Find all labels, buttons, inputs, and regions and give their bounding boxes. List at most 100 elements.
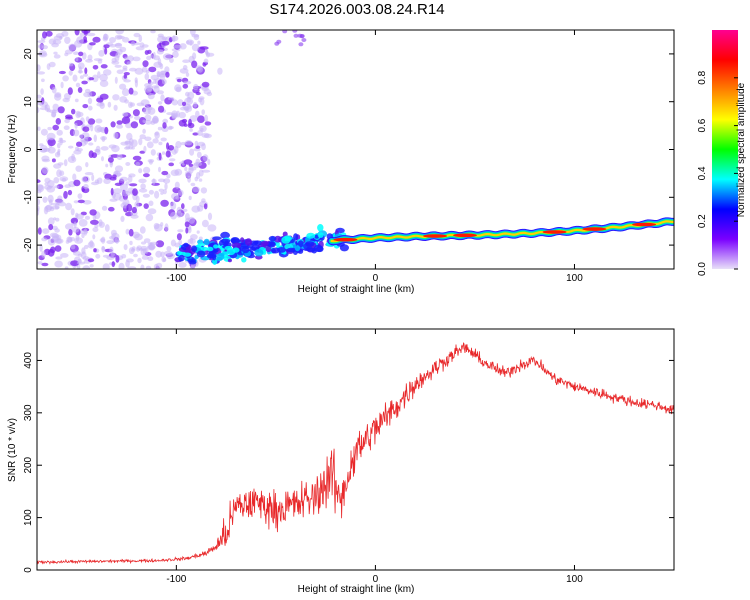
spectrogram-speckle [145,213,154,222]
spectrogram-speckle [71,226,80,233]
spectrogram-cell [305,241,315,247]
spectrogram-speckle [87,241,95,249]
spectrogram-speckle [90,219,99,225]
spectrogram-speckle [70,244,76,250]
spectrogram-speckle [48,61,56,68]
spectrogram-cell [281,236,291,244]
spectrogram-speckle [114,76,118,84]
spectrogram-speckle [37,205,40,212]
spectrogram-speckle [190,30,196,36]
colorbar: 0.0 0.2 0.4 0.6 0.8 Normalized spectral ampl… [697,30,747,276]
spectrogram-speckle [49,232,58,238]
spectrogram-speckle [111,261,116,268]
spectrogram-speckle [109,37,116,43]
chart-title: S174.2026.003.08.24.R14 [269,1,445,18]
spectrogram-speckle [116,120,123,125]
spectrogram-speckle [162,189,167,195]
spectrogram-speckle [119,195,124,202]
spectrogram-speckle [168,162,174,167]
spectrogram-speckle [105,163,109,168]
spectrogram-speckle [154,131,160,139]
spectrogram-speckle [163,178,171,184]
spectrogram-speckle [51,158,56,163]
spectrogram-speckle [148,81,154,85]
spectrogram-speckle [82,126,90,132]
spectrogram-speckle [189,148,195,156]
spectrogram-speckle [124,56,129,61]
spectrogram-speckle [201,86,209,92]
spectrogram-speckle [94,179,99,184]
spectrogram-speckle [160,222,164,227]
spectrogram-speckle [282,30,288,34]
spectrogram-speckle [65,202,73,211]
spectrogram-speckle [141,255,149,260]
spectrogram-speckle [87,97,93,105]
spectrogram-speckle [112,174,117,179]
spectrogram-cell [260,240,269,246]
spectrogram-speckle [292,30,298,33]
spectrogram-speckle [125,162,131,166]
spectrogram-speckle [193,101,198,108]
spectrogram-speckle [76,36,84,45]
spectrogram-speckle [201,169,211,173]
spectrogram-speckle [183,123,188,127]
spectrogram-speckle [115,52,121,58]
spectrogram-speckle [91,174,95,182]
spectrogram-speckle [53,54,61,59]
spectrogram-x-axis-label: Height of straight line (km) [298,284,415,295]
spectrogram-speckle [41,166,49,174]
spectrogram-speckle [112,94,120,101]
spectrogram-speckle [171,113,177,120]
spectrogram-speckle [48,224,54,231]
spectrogram-speckle [93,134,98,143]
spectrogram-speckle [64,266,69,269]
spectrogram-speckle [55,256,63,260]
spectrogram-speckle [162,258,167,262]
spectrogram-speckle [54,203,60,210]
spectrogram-speckle [168,96,175,101]
spectrogram-speckle [100,64,108,69]
spectrogram-speckle [143,166,151,174]
spectrogram-speckle [176,206,182,214]
spectrogram-speckle [207,158,211,165]
spectrogram-speckle [188,118,192,127]
spectrogram-speckle [54,260,63,268]
spectrogram-speckle [109,246,114,254]
spectrogram-speckle [165,71,170,78]
spectrogram-speckle [184,140,193,146]
spectrogram-speckle [121,116,131,125]
spectrogram-speckle [119,176,129,182]
spectrogram-speckle [64,52,69,57]
spectrogram-speckle [95,118,103,124]
spectrogram-speckle [94,124,102,133]
spectrogram-speckle [195,110,200,118]
spectrogram-speckle [37,261,43,265]
spectrogram-speckle [118,262,125,269]
spectrogram-speckle [166,173,171,179]
spectrogram-speckle [39,143,44,147]
spectrogram-speckle [189,128,193,132]
spectrogram-speckle [114,165,124,173]
spectrogram-speckle [84,215,91,220]
spectrogram-speckle [136,102,145,107]
spectrogram-speckle [180,212,184,217]
spectrogram-speckle [47,180,55,188]
spectrogram-speckle [131,146,135,150]
spectrogram-speckle [185,72,190,77]
spectrogram-speckle [160,94,165,102]
colorbar-tick-label: 0.2 [697,214,708,228]
spectrogram-speckle [98,50,105,57]
spectrogram-speckle [51,86,57,94]
spectrogram-speckle [73,179,81,187]
spectrogram-speckle [198,236,203,241]
snr-panel: -100 0 100 0 100 200 300 400 Height of straigh… [7,328,675,595]
spectrogram-speckle [57,162,64,166]
y-tick-label: 0 [23,146,34,152]
spectrogram-speckle [55,217,60,222]
spectrogram-speckle [144,119,153,125]
y-tick-label: 20 [23,48,34,60]
spectrogram-speckle [48,38,57,45]
spectrogram-speckle [47,238,56,246]
spectrogram-cell [241,246,250,254]
